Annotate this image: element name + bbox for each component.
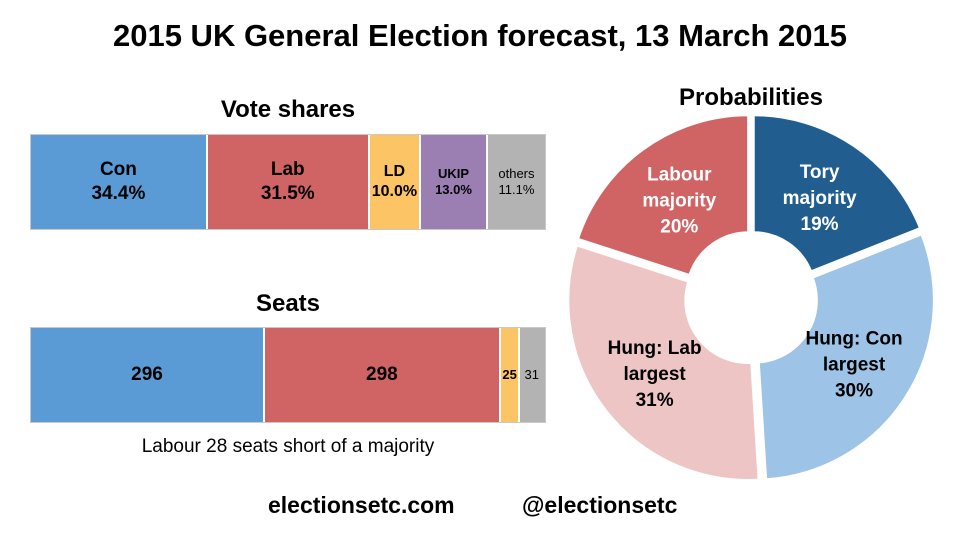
bar-segment-lab: 298 [265,328,501,422]
bar-segment-con: 296 [31,328,266,422]
footer-website: electionsetc.com [268,492,455,518]
donut-slice-labour-majority [575,113,751,278]
donut-label-hung-lab: Hung: Lab largest 31% [608,338,702,411]
slice-label-line: majority [642,190,716,211]
slice-label-line: largest [823,354,886,375]
segment-value: 31 [524,366,539,382]
segment-label: Con [99,159,137,181]
segment-value: 13.0% [435,182,472,197]
segment-label: Lab [270,159,305,181]
slice-value: 30% [835,380,873,401]
probabilities-donut-chart: Tory majority 19%Hung: Con largest 30%Hung: … [566,113,936,482]
bar-segment-con: Con 34.4% [31,135,208,229]
segment-label: others [498,165,535,181]
bar-segment-ld: LD 10.0% [369,135,422,229]
donut-slice-hung-lab [566,242,761,482]
segment-value: 10.0% [371,183,418,200]
slice-value: 31% [636,390,674,411]
donut-label-tory-majority: Tory majority 19% [783,162,857,235]
page-title: 2015 UK General Election forecast, 13 Ma… [112,18,848,53]
segment-value: 11.1% [498,182,535,197]
bar-segment-ld: 25 [500,328,521,422]
segment-label: LD [383,163,406,180]
donut-label-labour-majority: Labour majority 20% [642,164,716,237]
vote-shares-title: Vote shares [220,96,356,123]
seats-note: Labour 28 seats short of a majority [141,436,435,457]
bar-segment-others: 31 [520,328,545,422]
slice-label-line: Hung: Con [805,328,902,349]
bar-segment-ukip: UKIP 13.0% [421,135,488,229]
segment-value: 298 [366,364,398,386]
segment-value: 31.5% [260,183,315,204]
bar-segment-others: others 11.1% [487,135,545,229]
slice-value: 20% [660,216,698,237]
bar-segment-lab: Lab 31.5% [207,135,370,229]
slice-label-line: majority [783,188,857,209]
segment-value: 296 [131,364,163,386]
slice-label-line: largest [623,364,686,385]
slice-label-line: Hung: Lab [608,338,702,359]
segment-value: 25 [502,366,517,382]
footer-handle: @electionsetc [522,492,678,518]
donut-slice-hung-con [756,231,936,482]
seats-title: Seats [255,290,321,317]
slice-label-line: Labour [647,164,712,185]
vote-shares-bar: Con 34.4% Lab 31.5% LD 10.0% UKIP 13.0% others 11… [30,134,546,230]
donut-slice-tory-majority [751,113,923,274]
probabilities-title: Probabilities [678,84,824,111]
segment-label: UKIP [437,165,470,181]
slice-value: 19% [801,214,839,235]
slice-label-line: Tory [800,162,840,183]
segment-value: 34.4% [91,183,146,204]
donut-label-hung-con: Hung: Con largest 30% [805,328,902,401]
seats-bar: 296 298 25 31 [30,327,546,423]
